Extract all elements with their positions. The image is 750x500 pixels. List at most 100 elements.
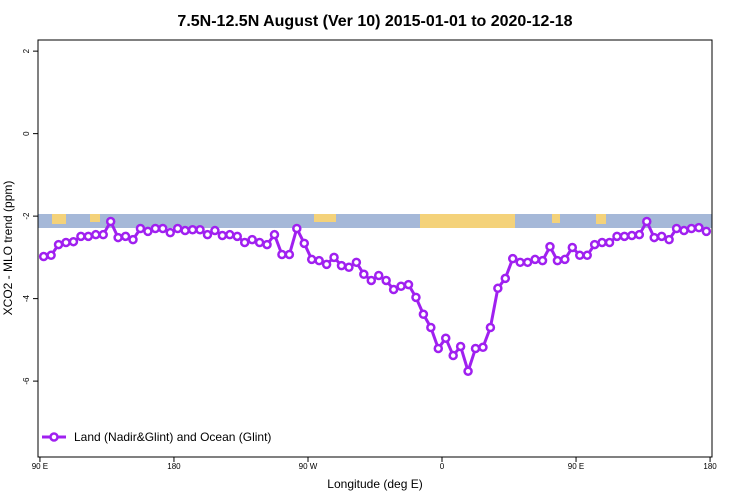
data-point [172,223,183,234]
x-axis-label: Longitude (deg E) [327,477,422,491]
data-point [649,232,659,243]
data-point [515,257,525,268]
y-tick-label: 0 [22,131,31,136]
x-tick-label: 180 [703,462,717,471]
data-point [165,227,175,238]
legend-label: Land (Nadir&Glint) and Ocean (Glint) [74,430,271,444]
data-point [463,366,473,376]
data-point [247,234,257,245]
data-point [679,225,689,236]
data-point [299,238,310,249]
data-point [582,250,592,261]
data-point [500,273,511,284]
data-point [91,229,101,240]
legend-marker [49,432,59,442]
data-point [329,252,339,263]
data-point [76,231,86,242]
y-tick-label: -4 [22,295,31,303]
data-point [656,231,667,242]
data-point [552,255,563,266]
data-point [366,275,377,286]
data-point [388,284,399,295]
data-point [210,225,220,236]
y-axis-label: XCO2 - MLO trend (ppm) [1,181,15,316]
data-point [351,257,362,268]
data-point [701,226,712,237]
y-tick-label: 2 [22,48,31,53]
data-point [269,229,280,240]
data-point [634,229,645,240]
data-point [113,232,123,243]
data-point [143,226,153,237]
data-point [560,254,570,265]
data-point [411,292,421,303]
data-point [135,223,146,234]
data-point [158,223,168,234]
plot-frame [37,39,713,458]
data-point [344,262,354,273]
data-point [671,223,682,234]
y-tick-label: -2 [22,212,31,220]
data-point [403,279,414,290]
data-point [589,239,600,250]
data-point [567,242,578,253]
data-point [627,230,637,241]
data-point [485,322,496,333]
data-point [180,225,190,236]
data-point [612,231,622,242]
x-tick-label: 0 [440,462,445,471]
data-point [232,231,243,242]
data-point [522,257,533,268]
data-point [217,230,228,241]
data-point [284,249,295,260]
data-point [373,270,384,281]
chart-title: 7.5N-12.5N August (Ver 10) 2015-01-01 to… [177,13,572,30]
data-point [433,343,444,354]
x-tick-label: 90 E [32,462,48,471]
data-point [195,224,205,235]
data-point [150,223,161,234]
data-point [306,254,317,265]
x-tick-label: 180 [167,462,181,471]
data-point [396,281,406,291]
data-point [105,216,116,227]
data-point [68,236,79,247]
data-point [537,255,548,266]
data-point [120,231,131,242]
data-point [61,237,71,248]
data-point [619,231,630,242]
data-point [686,223,697,234]
y-tick-label: -6 [22,377,31,385]
data-point [493,283,503,294]
data-point [545,241,555,252]
data-point [46,250,56,261]
data-point [98,229,108,240]
data-point [83,231,94,242]
data-point [359,269,369,280]
data-point [336,260,347,271]
data-point [38,251,49,262]
data-point [277,249,287,260]
data-point [470,343,481,354]
data-point [664,234,674,245]
data-point [53,239,64,250]
data-point [426,322,436,333]
data-point [507,253,518,264]
data-point [530,254,540,265]
data-point [448,350,458,361]
data-point [225,229,235,240]
data-point [575,250,585,261]
x-tick-label: 90 E [568,462,584,471]
data-point [292,223,302,234]
data-point [254,237,265,248]
data-point [597,237,607,248]
data-point [262,239,272,250]
data-point [202,229,213,240]
data-point [381,275,391,286]
x-tick-label: 90 W [299,462,318,471]
data-point [128,234,138,245]
data-point [314,255,324,266]
data-point [642,216,652,227]
data-point [694,222,704,233]
